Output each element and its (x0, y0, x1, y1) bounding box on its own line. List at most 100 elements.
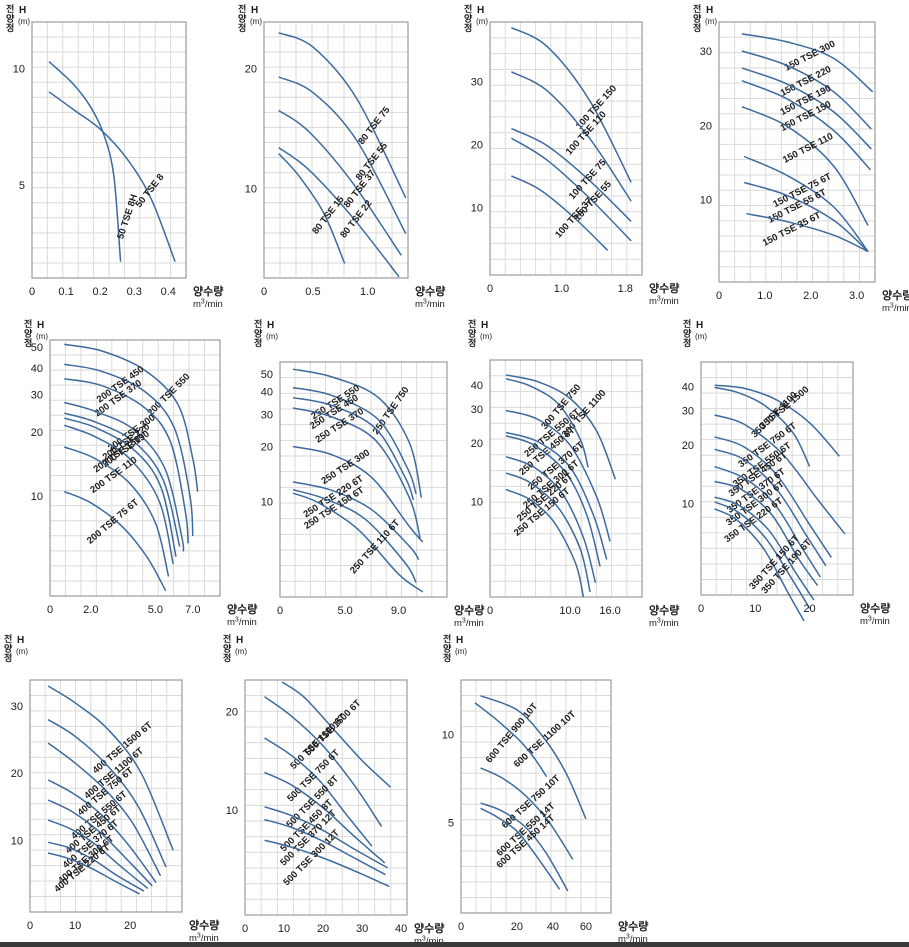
x-tick-label: 0.2 (92, 286, 107, 298)
y-axis-symbol: H (267, 320, 274, 331)
chart-50-tse: 50 TSE 8 50 TSE 8H 10 5 0 0.1 0.2 0.3 0.4 양수량 m3/m… (0, 0, 225, 310)
x-axis-title: 양수량 (454, 603, 484, 617)
x-axis-title: 양수량 (860, 601, 890, 615)
curve-350-tse-220-6t (714, 496, 815, 601)
plot-border (29, 679, 183, 913)
x-tick-label: 0 (242, 923, 248, 935)
curve-400-tse-220-6t (47, 852, 140, 895)
x-tick-label: 0 (29, 286, 35, 298)
curve-label-50-tse-8h: 50 TSE 8H (115, 193, 140, 241)
plot-border (460, 679, 612, 914)
x-tick-label: 16.0 (599, 605, 620, 617)
curve-200-tse-150 (64, 424, 174, 565)
chart-300-tse: 300 TSE 1100 300 TSE 750 250 TSE 550 6T 250… (465, 315, 680, 630)
curve-350-tse-450-6t (714, 448, 827, 567)
plot-border (244, 679, 408, 916)
y-axis-symbol: H (37, 320, 44, 331)
x-tick-label: 1.0 (757, 290, 772, 302)
y-tick-label: 40 (682, 381, 694, 393)
curve-250-tse-450-6t (505, 431, 608, 560)
y-axis-symbol: H (236, 635, 243, 646)
y-axis-unit: (m) (480, 332, 492, 341)
x-tick-label: 0 (47, 604, 53, 616)
grid (264, 22, 408, 278)
curve-label-80-tse-75: 80 TSE 75 (356, 104, 393, 147)
x-axis-title: 양수량 (227, 602, 257, 616)
x-axis-title: 양수량 (649, 281, 679, 295)
chart-100-tse: 100 TSE 150 100 TSE 110 100 TSE 75 100 TSE … (455, 0, 680, 310)
curve-150-tse-55-6t (743, 181, 869, 253)
grid (30, 680, 182, 912)
x-tick-label: 0.1 (58, 286, 73, 298)
chart-250-tse: 250 TSE 750 250 TSE 550 250 TSE 450 250 TSE… (235, 315, 484, 630)
x-tick-label: 3.0 (849, 290, 864, 302)
x-axis-unit: m3/min (227, 617, 257, 629)
y-axis-symbol: H (706, 5, 713, 16)
grid (701, 362, 853, 595)
x-tick-label: 5.0 (337, 605, 352, 617)
y-tick-label: 10 (700, 195, 712, 207)
curve-label-150-tse-110: 150 TSE 110 (781, 131, 835, 166)
curve-300-tse-750 (505, 378, 589, 468)
y-tick-label: 20 (261, 441, 273, 453)
y-tick-label: 30 (471, 76, 483, 88)
curve-250-tse-370 (292, 407, 421, 539)
y-tick-label: 30 (682, 406, 694, 418)
curve-100-tse-37 (511, 175, 609, 251)
y-tick-label: 20 (471, 139, 483, 151)
curve-80-tse-15 (278, 153, 346, 264)
y-tick-label: 10 (31, 491, 43, 503)
x-tick-label: 0 (261, 286, 267, 298)
x-axis-unit: m3/min (649, 296, 679, 308)
y-tick-label: 10 (682, 499, 694, 511)
curve-250-tse-550 (292, 386, 417, 495)
x-tick-label: 20 (803, 603, 815, 615)
y-tick-label: 10 (471, 496, 483, 508)
plot-border (49, 339, 221, 597)
curve-150-tse-220 (741, 50, 872, 130)
y-tick-label: 20 (31, 427, 43, 439)
y-axis-symbol: H (456, 635, 463, 646)
chart-150-tse: 150 TSE 300 150 TSE 220 150 TSE 190 150 TSE… (680, 0, 909, 314)
curve-50-tse-8h (48, 61, 122, 262)
curve-150-tse-35-6t (746, 212, 869, 253)
curve-250-tse-300-6t (505, 455, 597, 583)
x-axis-title: 양수량 (649, 603, 679, 617)
y-axis-unit: (m) (235, 647, 247, 656)
y-tick-label: 10 (471, 202, 483, 214)
curve-500-tse-370-12t (264, 818, 386, 876)
x-axis-unit: m3/min (415, 299, 445, 311)
curve-500-tse-300-12t (264, 839, 390, 888)
x-tick-label: 9.0 (391, 605, 406, 617)
chart-200-tse: 200 TSE 550 200 TSE 450 200 TSE 370 200 TSE… (0, 315, 257, 630)
y-tick-label: 20 (700, 120, 712, 132)
curve-150-tse-75-6t (743, 155, 869, 252)
curve-350-tse-1500 (714, 384, 840, 457)
x-tick-label: 0 (487, 605, 493, 617)
curve-200-tse-450 (64, 363, 194, 537)
curve-200-tse-370 (64, 378, 189, 544)
curve-400-tse-300-6t (47, 841, 145, 892)
chart-400-tse: 400 TSE 1500 6T 400 TSE 1100 6T 400 TSE 75… (0, 630, 220, 947)
x-tick-label: 30 (356, 923, 368, 935)
y-axis-unit: (m) (36, 332, 48, 341)
curve-200-tse-300 (64, 401, 185, 552)
x-axis-unit: m3/min (414, 936, 444, 947)
x-tick-label: 2.0 (803, 290, 818, 302)
curve-600-tse-900-10t (474, 702, 548, 778)
y-tick-label: 10 (442, 730, 454, 742)
curve-250-tse-550-6t (505, 409, 611, 542)
curve-150-tse-110 (741, 106, 869, 226)
y-tick-label: 30 (31, 389, 43, 401)
curve-label-50-tse-8: 50 TSE 8 (133, 172, 166, 210)
x-tick-label: 0.5 (305, 286, 320, 298)
curve-300-tse-1100 (505, 374, 617, 480)
grid (719, 22, 875, 282)
plot-border (489, 359, 643, 598)
